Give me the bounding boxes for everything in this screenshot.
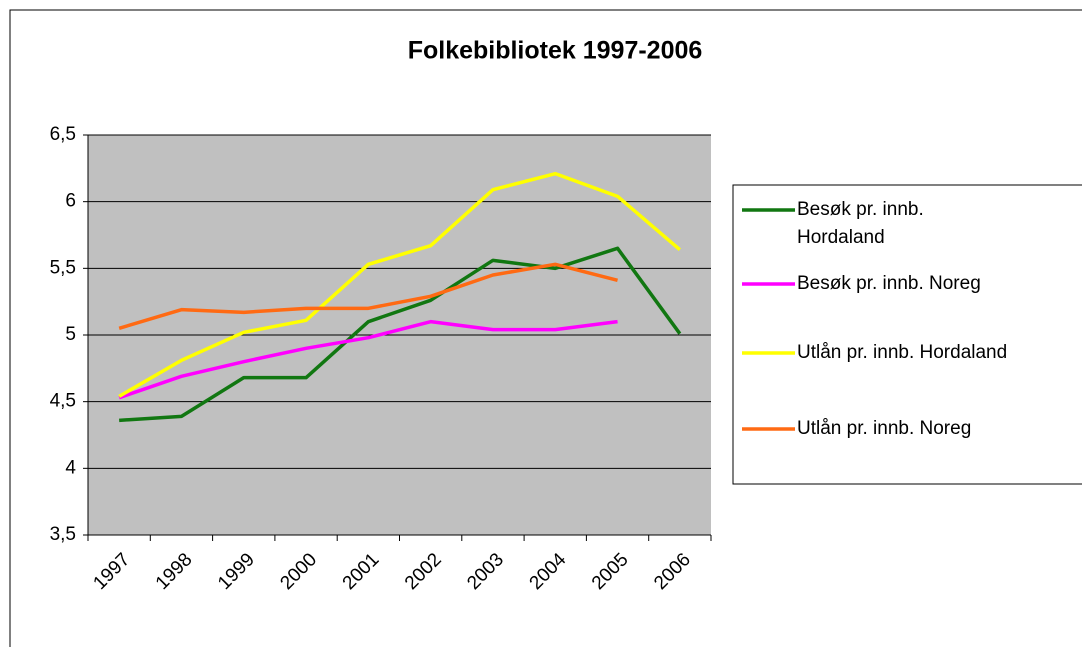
- y-tick-label: 5,5: [50, 257, 76, 278]
- legend-label: Besøk pr. innb. Hordaland: [797, 199, 924, 248]
- legend-label: Utlån pr. innb. Hordaland: [797, 342, 1007, 363]
- line-series: [119, 246, 682, 423]
- y-tick-label: 3,5: [50, 524, 76, 545]
- legend-box: [732, 184, 1082, 485]
- y-tick-label: 6: [65, 191, 76, 212]
- line-series: [118, 262, 618, 331]
- chart-title: Folkebibliotek 1997-2006: [408, 37, 703, 65]
- y-tick-label: 5: [65, 324, 76, 345]
- line-series: [118, 319, 618, 400]
- y-tick-label: 4: [65, 457, 76, 478]
- line-series: [118, 171, 681, 398]
- legend-label: Utlån pr. innb. Noreg: [797, 418, 971, 439]
- legend-label: Besøk pr. innb. Noreg: [797, 273, 981, 294]
- y-tick-label: 6,5: [50, 124, 76, 145]
- y-tick-label: 4,5: [50, 391, 76, 412]
